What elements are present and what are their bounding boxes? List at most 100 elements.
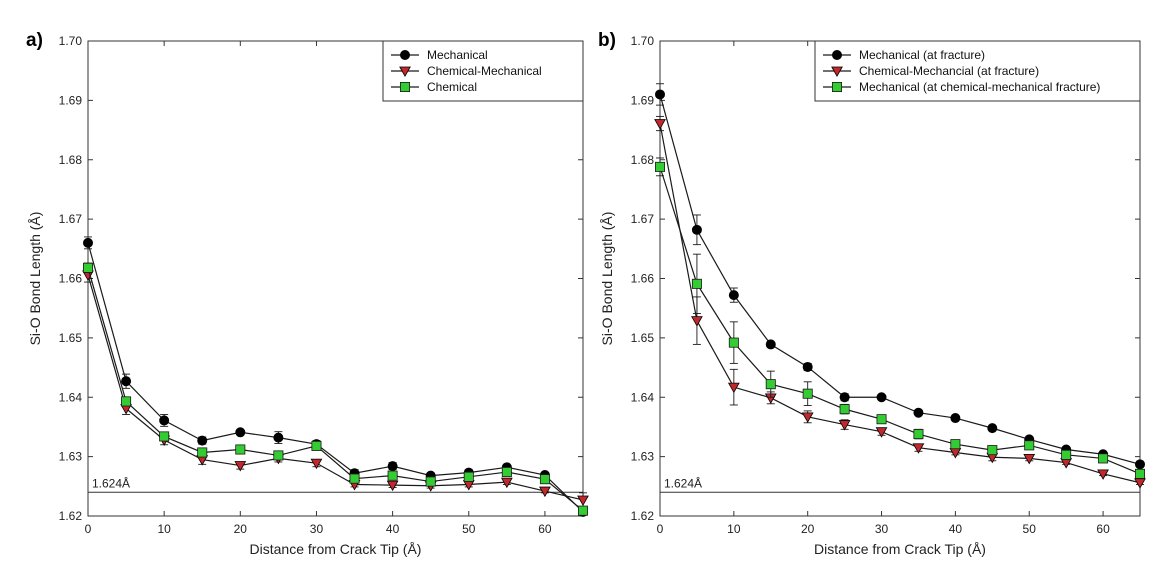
y-axis-title: Si-O Bond Length (Å) [27,212,43,346]
data-point [691,224,702,235]
data-point [987,423,998,434]
data-point [765,339,776,350]
data-point [1134,478,1146,489]
data-point [839,392,850,403]
data-point [876,392,887,403]
data-point [387,461,398,472]
x-tick-label: 10 [157,522,171,536]
data-point [765,379,776,390]
data-point [500,477,513,489]
data-point [913,429,924,440]
series-2 [83,262,589,516]
legend: Mechanical Chemical-Mechanical Chemical [382,40,584,102]
data-point [691,278,702,289]
x-tick-label: 0 [85,522,92,536]
data-point [987,445,998,456]
x-tick-label: 30 [875,522,889,536]
data-point [801,412,814,423]
data-point [235,427,246,438]
data-point [1023,454,1036,465]
x-tick-label: 0 [657,522,664,536]
y-tick-label: 1.67 [631,212,655,226]
data-point [950,413,961,424]
data-point [655,161,666,172]
legend-entry: Mechanical (at fracture) [859,48,985,62]
data-point [539,486,551,498]
y-tick-label: 1.69 [631,93,655,107]
series-1 [654,115,1146,489]
panel-label: b) [598,30,616,51]
legend-box [814,40,1141,102]
data-point [912,443,925,454]
x-tick-label: 60 [538,522,552,536]
y-tick-label: 1.64 [59,390,83,404]
series-line [659,123,1141,484]
data-point [654,119,666,130]
data-point [1135,459,1146,470]
data-point [311,440,322,451]
y-tick-label: 1.62 [59,509,83,523]
y-tick-label: 1.62 [631,509,655,523]
data-point [876,414,887,425]
legend-entry: Mechanical (at chemical-mechanical fract… [859,80,1100,94]
series-0 [655,83,1146,470]
data-point [197,435,208,446]
legend: Mechanical (at fracture) Chemical-Mechanc… [814,40,1141,102]
y-tick-label: 1.67 [59,212,83,226]
y-tick-label: 1.68 [59,153,83,167]
series-line [87,242,584,513]
y-tick-label: 1.70 [59,34,83,48]
data-point [1135,468,1146,479]
data-point [655,89,666,100]
legend-entry: Chemical-Mechancial (at fracture) [859,64,1039,78]
series-line [659,94,1141,465]
legend-marker [832,82,843,93]
y-axis-title: Si-O Bond Length (Å) [599,212,615,346]
x-tick-label: 40 [386,522,400,536]
data-point [234,461,247,472]
data-point [802,388,813,399]
y-tick-label: 1.66 [59,272,83,286]
x-tick-label: 50 [1023,522,1037,536]
x-tick-label: 50 [462,522,476,536]
data-point [310,458,323,470]
series-line [659,166,1141,475]
data-point [1061,449,1072,460]
series-line [87,267,584,512]
data-point [501,467,512,478]
y-tick-label: 1.64 [631,390,655,404]
x-tick-label: 30 [310,522,324,536]
data-point [578,505,589,516]
data-point [83,262,94,273]
data-point [121,396,132,407]
data-point [691,316,703,327]
plot-frame [659,40,1141,517]
reference-line-label: 1.624Å [664,475,702,490]
data-point [159,431,170,442]
y-tick-label: 1.66 [631,272,655,286]
y-tick-label: 1.70 [631,34,655,48]
data-point [1098,453,1109,464]
series-2 [655,157,1146,479]
data-point [727,382,740,394]
data-point [159,415,170,426]
series-1 [82,267,589,508]
data-point [83,237,94,248]
data-point [349,473,360,484]
data-point [577,495,589,506]
data-point [273,432,284,443]
data-point [386,480,399,492]
data-point [387,470,398,481]
data-point [728,290,739,301]
chart-panel-a: a) 1.62 1.63 1.64 1.65 1.66 1.67 1.68 1.69 1.70 0 1… [26,30,589,557]
chart-panel-b: b) 1.62 1.63 1.64 1.65 1.66 1.67 1.68 1.69 1.70 0 1… [598,30,1146,557]
series-line [87,274,584,501]
data-point [728,337,739,348]
legend-marker [831,66,843,78]
legend-entry: Chemical-Mechanical [427,64,542,78]
data-point [839,404,850,415]
x-axis-title: Distance from Crack Tip (Å) [250,541,422,557]
data-point [1097,469,1109,480]
data-point [273,450,284,461]
